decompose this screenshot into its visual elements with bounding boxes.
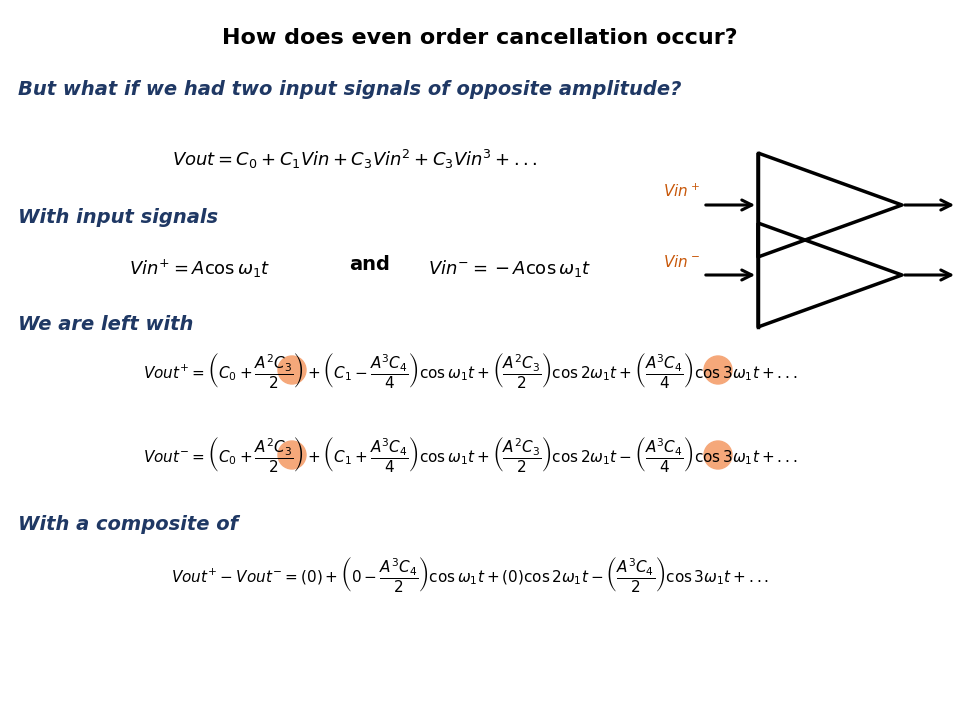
Text: With a composite of: With a composite of	[18, 515, 238, 534]
Text: $Vin^{+} = A\cos\omega_1 t$: $Vin^{+} = A\cos\omega_1 t$	[130, 258, 271, 280]
Text: How does even order cancellation occur?: How does even order cancellation occur?	[222, 28, 738, 48]
Circle shape	[278, 356, 306, 384]
Text: $Vout^{+} = \left(C_0+\dfrac{A^2C_3}{2}\right)+\left(C_1-\dfrac{A^3C_4}{4}\right: $Vout^{+} = \left(C_0+\dfrac{A^2C_3}{2}\…	[143, 351, 798, 390]
Text: and: and	[349, 255, 391, 274]
Circle shape	[704, 441, 732, 469]
Circle shape	[278, 441, 306, 469]
Text: $Vout^{-} = \left(C_0+\dfrac{A^2C_3}{2}\right)+\left(C_1+\dfrac{A^3C_4}{4}\right: $Vout^{-} = \left(C_0+\dfrac{A^2C_3}{2}\…	[143, 436, 798, 474]
Text: $Vout = C_0 + C_1Vin + C_3Vin^2 + C_3Vin^3 + ...$: $Vout = C_0 + C_1Vin + C_3Vin^2 + C_3Vin…	[172, 148, 538, 171]
Text: But what if we had two input signals of opposite amplitude?: But what if we had two input signals of …	[18, 80, 682, 99]
Text: $Vin^+$: $Vin^+$	[663, 183, 700, 200]
Text: $Vout^{+}-Vout^{-} = (0)+\left(0-\dfrac{A^3C_4}{2}\right)\cos\omega_1 t+(0)\cos : $Vout^{+}-Vout^{-} = (0)+\left(0-\dfrac{…	[171, 556, 769, 595]
Circle shape	[704, 356, 732, 384]
Text: We are left with: We are left with	[18, 315, 193, 334]
Text: $Vin^{-} = -A\cos\omega_1 t$: $Vin^{-} = -A\cos\omega_1 t$	[428, 258, 591, 279]
Text: $Vin^-$: $Vin^-$	[663, 254, 700, 270]
Text: With input signals: With input signals	[18, 208, 218, 227]
